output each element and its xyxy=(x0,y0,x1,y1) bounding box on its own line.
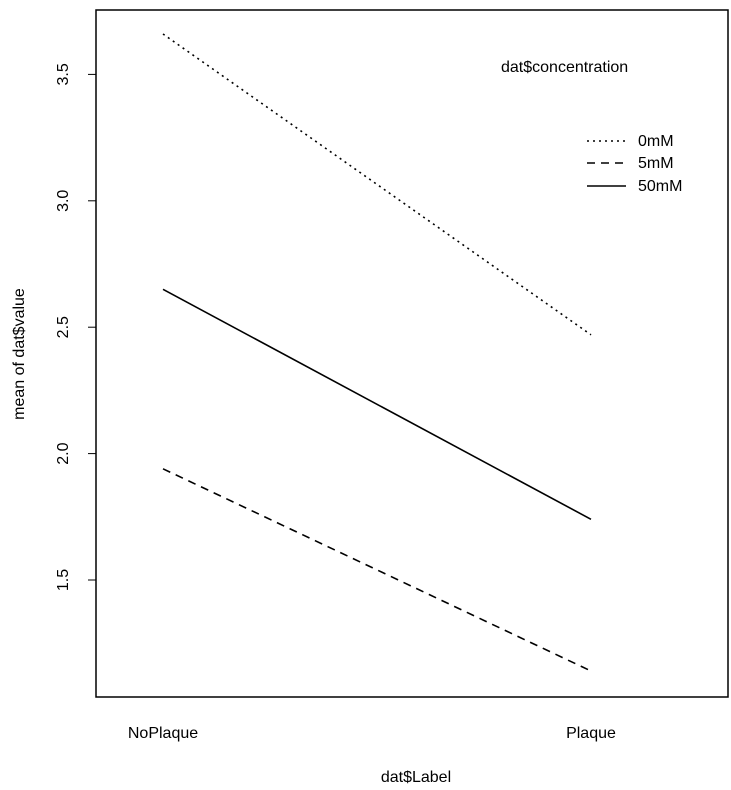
series-line-50mm xyxy=(162,288,592,521)
x-tick-label-noplaque: NoPlaque xyxy=(128,725,198,742)
legend: dat$concentration 0mM 5mM 50mM xyxy=(501,59,682,195)
legend-label-50mm: 50mM xyxy=(638,178,682,195)
y-axis: 1.5 2.0 2.5 3.0 3.5 xyxy=(55,63,97,591)
y-tick-label-0: 1.5 xyxy=(55,569,72,591)
legend-label-0mm: 0mM xyxy=(638,133,674,150)
y-tick-label-4: 3.5 xyxy=(55,63,72,85)
legend-label-5mm: 5mM xyxy=(638,155,674,172)
y-tick-label-1: 2.0 xyxy=(55,442,72,464)
series-layer xyxy=(162,33,592,672)
series-line-5mm xyxy=(162,468,592,672)
x-axis: NoPlaque Plaque xyxy=(128,725,616,742)
x-axis-label: dat$Label xyxy=(381,769,451,786)
legend-title: dat$concentration xyxy=(501,59,628,76)
y-axis-label: mean of dat$value xyxy=(11,288,28,420)
series-line-0mm xyxy=(162,33,592,336)
x-tick-label-plaque: Plaque xyxy=(566,725,616,742)
y-tick-label-2: 2.5 xyxy=(55,316,72,338)
y-tick-label-3: 3.0 xyxy=(55,190,72,212)
plot-frame xyxy=(95,9,729,698)
